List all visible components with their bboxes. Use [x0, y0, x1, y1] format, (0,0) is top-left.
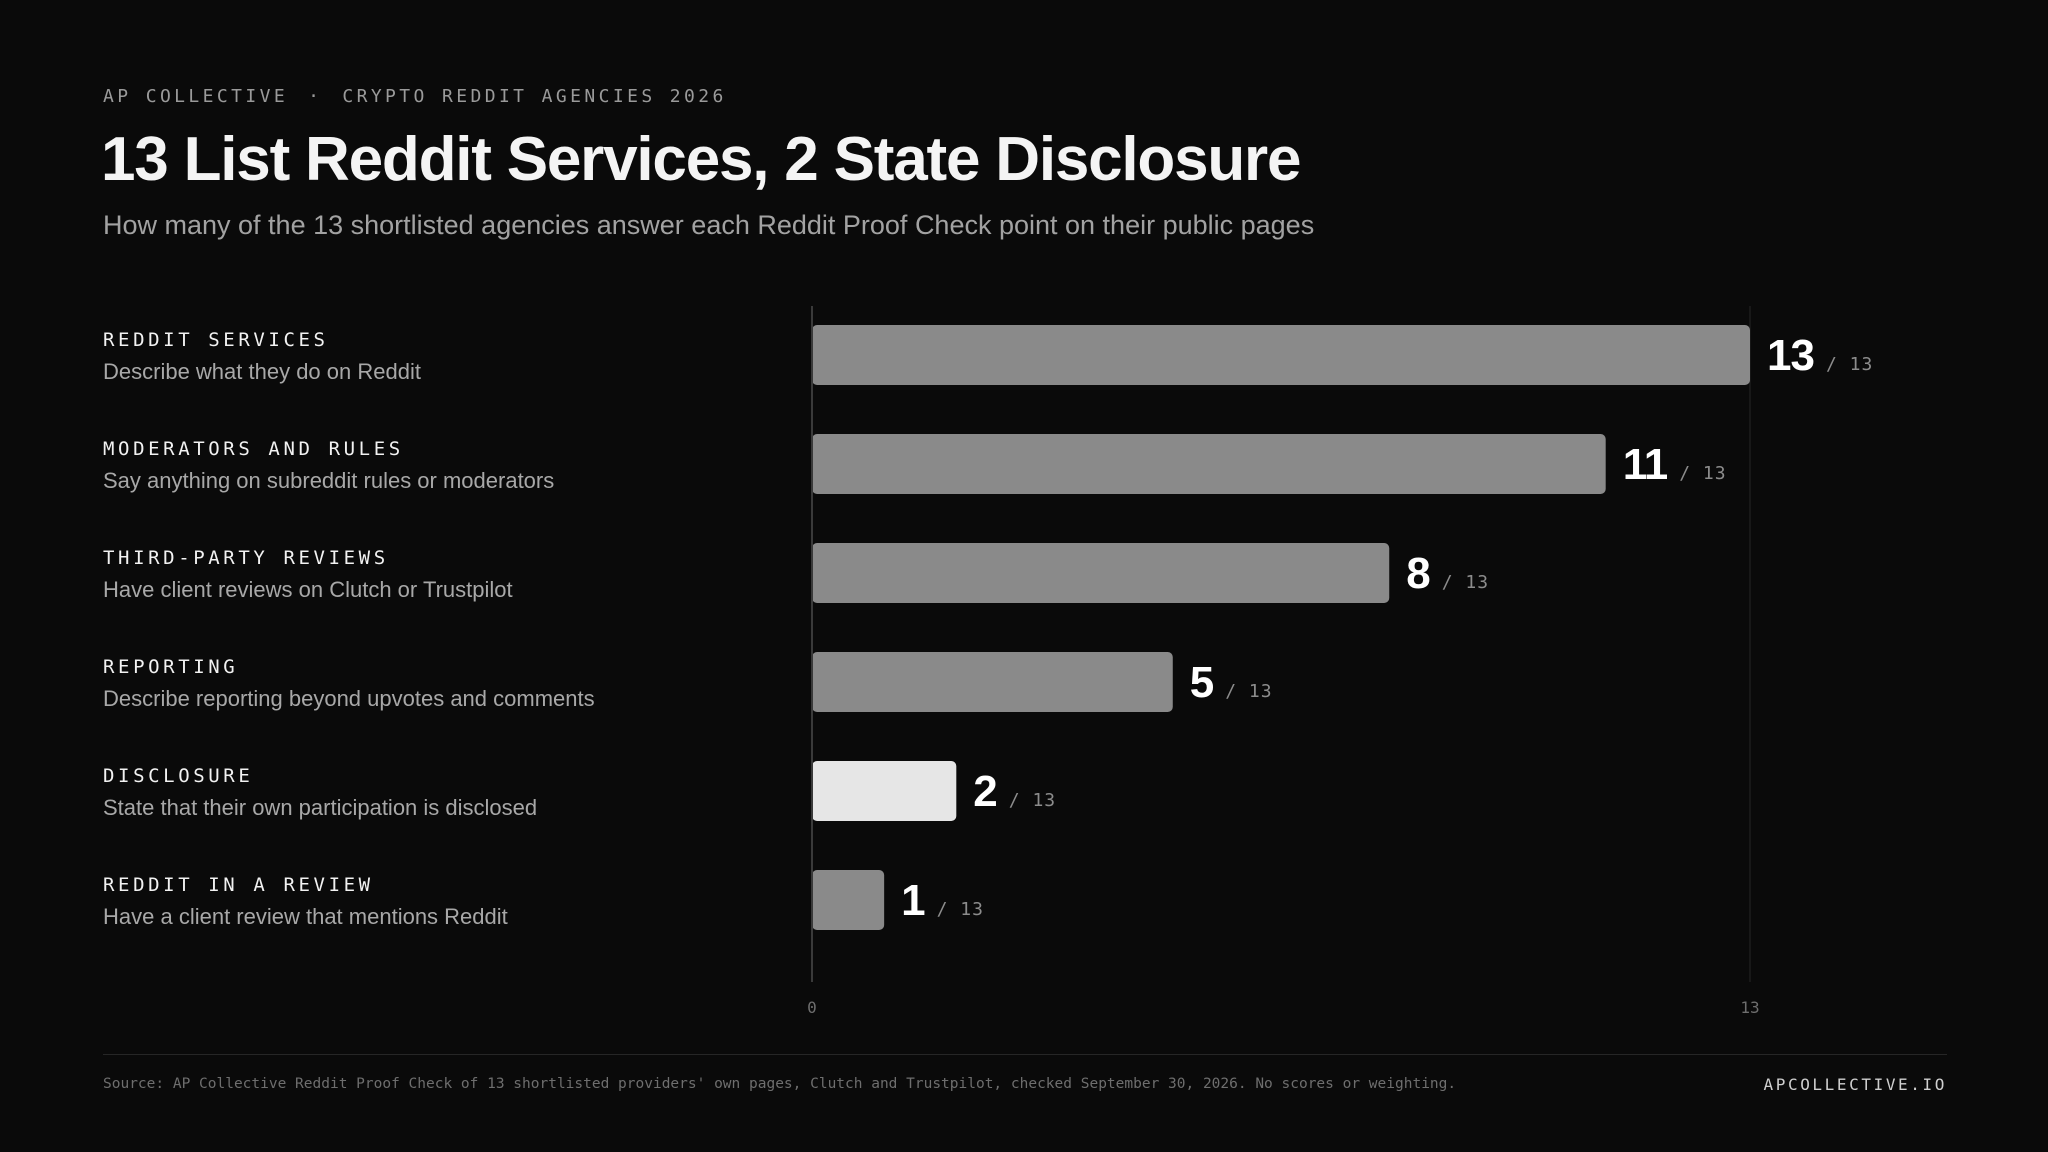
bar-6	[812, 870, 885, 930]
row-label-6: REDDIT IN A REVIEW Have a client review t…	[103, 874, 508, 930]
value-total: / 13	[1679, 463, 1726, 484]
value-total: / 13	[1225, 681, 1272, 702]
category-description: Describe reporting beyond upvotes and co…	[103, 686, 595, 711]
value-label: 11 / 13	[1623, 440, 1727, 489]
row-label-4: REPORTING Describe reporting beyond upvot…	[103, 656, 595, 712]
value-number: 8	[1406, 549, 1430, 598]
eyebrow-series: CRYPTO REDDIT AGENCIES 2026	[342, 86, 727, 107]
category-name: REDDIT SERVICES	[103, 329, 329, 351]
bar-3	[812, 543, 1390, 603]
value-total: / 13	[937, 899, 984, 920]
category-description: State that their own participation is di…	[103, 795, 538, 820]
value-label: 8 / 13	[1406, 549, 1489, 598]
x-tick-label: 0	[807, 998, 817, 1017]
category-name: REPORTING	[103, 656, 239, 678]
value-total: / 13	[1826, 354, 1873, 375]
value-label: 13 / 13	[1767, 331, 1873, 380]
category-name: DISCLOSURE	[103, 765, 254, 787]
eyebrow: AP COLLECTIVE · CRYPTO REDDIT AGENCIES 202…	[103, 86, 727, 107]
value-number: 1	[901, 876, 925, 925]
category-description: Have client reviews on Clutch or Trustpi…	[103, 577, 513, 602]
footer-divider	[103, 1054, 1947, 1055]
row-label-1: REDDIT SERVICES Describe what they do on …	[103, 329, 421, 385]
eyebrow-separator: ·	[308, 86, 323, 107]
value-total: / 13	[1442, 572, 1489, 593]
bar-1	[812, 325, 1750, 385]
eyebrow-brand: AP COLLECTIVE	[103, 86, 289, 107]
category-description: Have a client review that mentions Reddi…	[103, 904, 508, 929]
bar-5	[812, 761, 957, 821]
page-title: 13 List Reddit Services, 2 State Disclos…	[101, 125, 1301, 194]
value-label: 2 / 13	[973, 767, 1056, 816]
site-url[interactable]: APCOLLECTIVE.IO	[1763, 1075, 1947, 1094]
page-subtitle: How many of the 13 shortlisted agencies …	[103, 210, 1315, 240]
value-number: 5	[1190, 658, 1214, 707]
bar-4	[812, 652, 1173, 712]
bar-2	[812, 434, 1606, 494]
category-name: THIRD-PARTY REVIEWS	[103, 547, 389, 569]
category-description: Describe what they do on Reddit	[103, 359, 421, 384]
category-name: REDDIT IN A REVIEW	[103, 874, 374, 896]
row-label-3: THIRD-PARTY REVIEWS Have client reviews o…	[103, 547, 513, 603]
source-note: Source: AP Collective Reddit Proof Check…	[103, 1076, 1457, 1092]
row-label-5: DISCLOSURE State that their own participa…	[103, 765, 537, 821]
value-label: 5 / 13	[1190, 658, 1273, 707]
value-label: 1 / 13	[901, 876, 984, 925]
row-label-2: MODERATORS AND RULES Say anything on subr…	[103, 438, 554, 494]
value-number: 2	[973, 767, 996, 816]
x-tick-label: 13	[1740, 998, 1759, 1017]
value-total: / 13	[1009, 790, 1056, 811]
category-name: MODERATORS AND RULES	[103, 438, 404, 460]
value-number: 13	[1767, 331, 1814, 380]
category-description: Say anything on subreddit rules or moder…	[103, 468, 555, 493]
value-number: 11	[1623, 440, 1668, 489]
